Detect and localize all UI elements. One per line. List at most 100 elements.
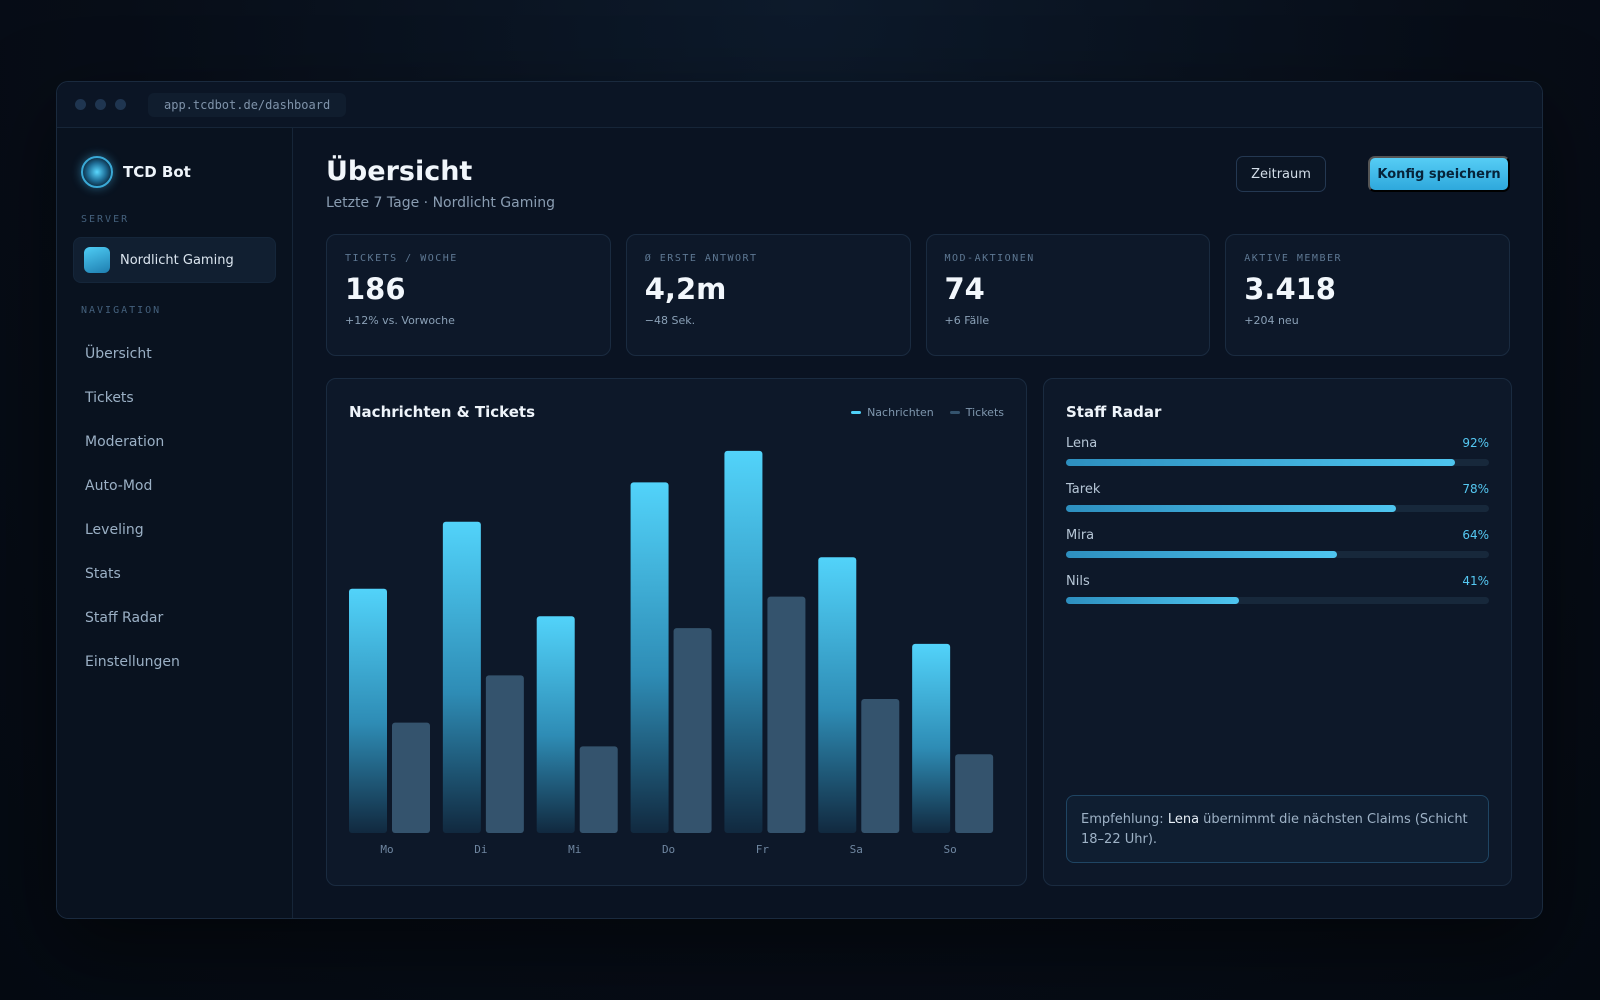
- x-tick-label: Sa: [850, 843, 863, 856]
- kpi-value: 186: [345, 272, 406, 306]
- sidebar-nav: Übersicht Tickets Moderation Auto-Mod Le…: [57, 332, 292, 684]
- browser-titlebar: app.tcdbot.de/dashboard: [57, 82, 1542, 128]
- sidebar-item-einstellungen[interactable]: Einstellungen: [85, 654, 180, 670]
- kpi-row: TICKETS / WOCHE 186 +12% vs. Vorwoche Ø …: [326, 234, 1510, 356]
- kpi-card-active-members: AKTIVE MEMBER 3.418 +204 neu: [1225, 234, 1510, 356]
- kpi-card-first-response: Ø ERSTE ANTWORT 4,2m −48 Sek.: [625, 234, 911, 356]
- bar-tickets-sa[interactable]: [861, 699, 900, 833]
- bar-nachrichten-do[interactable]: [630, 482, 669, 833]
- kpi-card-tickets: TICKETS / WOCHE 186 +12% vs. Vorwoche: [326, 234, 611, 356]
- staff-name: Lena: [1066, 436, 1098, 451]
- bar-tickets-di[interactable]: [485, 675, 524, 833]
- staff-progress-fill: [1066, 551, 1337, 558]
- window-close-dot[interactable]: [75, 99, 86, 110]
- legend-swatch-icon: [851, 411, 862, 414]
- navigation-section-label: NAVIGATION: [81, 305, 162, 316]
- staff-progress-fill: [1066, 459, 1456, 466]
- legend-item-tickets[interactable]: Tickets: [949, 406, 1004, 419]
- kpi-delta: +6 Fälle: [944, 314, 990, 327]
- bar-tickets-do[interactable]: [673, 628, 712, 833]
- sidebar-item-auto-mod[interactable]: Auto-Mod: [85, 478, 153, 494]
- kpi-card-mod-actions: MOD-AKTIONEN 74 +6 Fälle: [925, 234, 1211, 356]
- staff-percent: 92%: [1462, 436, 1489, 450]
- page-subtitle: Letzte 7 Tage · Nordlicht Gaming: [326, 195, 556, 211]
- sidebar-item-tickets[interactable]: Tickets: [85, 390, 134, 406]
- page-title: Übersicht: [326, 156, 473, 187]
- staff-list: Lena 92% Tarek 78% Mira 64% Nils 41%: [1066, 436, 1489, 620]
- bar-nachrichten-fr[interactable]: [724, 450, 763, 833]
- staff-row[interactable]: Mira 64%: [1066, 528, 1489, 574]
- legend-swatch-icon: [949, 411, 960, 414]
- staff-row[interactable]: Lena 92%: [1066, 436, 1489, 482]
- zeitraum-button[interactable]: Zeitraum: [1236, 156, 1326, 192]
- kpi-delta: −48 Sek.: [644, 314, 696, 327]
- x-tick-label: So: [944, 843, 957, 856]
- recommendation-name: Lena: [1167, 812, 1200, 827]
- save-config-button[interactable]: Konfig speichern: [1368, 156, 1510, 192]
- legend-item-nachrichten[interactable]: Nachrichten: [851, 406, 934, 419]
- staff-progress-track: [1066, 459, 1489, 466]
- bar-tickets-mo[interactable]: [392, 722, 430, 833]
- app-window: app.tcdbot.de/dashboard TCD Bot SERVER N…: [56, 81, 1543, 919]
- staff-percent: 64%: [1462, 528, 1489, 542]
- legend-label: Tickets: [965, 406, 1004, 419]
- main-content: Übersicht Letzte 7 Tage · Nordlicht Gami…: [294, 128, 1542, 918]
- staff-row[interactable]: Tarek 78%: [1066, 482, 1489, 528]
- sidebar: TCD Bot SERVER Nordlicht Gaming NAVIGATI…: [57, 128, 293, 918]
- kpi-value: 74: [944, 272, 985, 306]
- chart-legend: Nachrichten Tickets: [851, 406, 1004, 419]
- staff-name: Tarek: [1066, 482, 1101, 497]
- staff-progress-fill: [1066, 505, 1396, 512]
- bar-nachrichten-di[interactable]: [442, 521, 481, 833]
- staff-progress-fill: [1066, 597, 1240, 604]
- kpi-delta: +12% vs. Vorwoche: [345, 314, 455, 327]
- window-minimize-dot[interactable]: [95, 99, 106, 110]
- bar-tickets-so[interactable]: [955, 754, 994, 833]
- staff-progress-track: [1066, 597, 1489, 604]
- bar-nachrichten-so[interactable]: [912, 643, 951, 833]
- staff-name: Nils: [1066, 574, 1090, 589]
- sidebar-item-moderation[interactable]: Moderation: [85, 434, 165, 450]
- x-tick-label: Do: [662, 843, 675, 856]
- bar-tickets-mi[interactable]: [579, 746, 618, 833]
- brand[interactable]: TCD Bot: [57, 128, 292, 194]
- kpi-value: 4,2m: [644, 272, 727, 306]
- staff-radar-title: Staff Radar: [1066, 403, 1162, 421]
- x-tick-label: Di: [474, 843, 487, 856]
- chart-panel: Mo Di Mi Do Fr Sa So Nachrichten & Tickets Nac…: [326, 378, 1027, 886]
- kpi-label: AKTIVE MEMBER: [1244, 253, 1343, 264]
- server-name: Nordlicht Gaming: [120, 252, 234, 268]
- bar-tickets-fr[interactable]: [767, 596, 806, 833]
- address-bar[interactable]: app.tcdbot.de/dashboard: [148, 92, 347, 117]
- x-tick-label: Fr: [756, 843, 770, 856]
- kpi-label: MOD-AKTIONEN: [944, 253, 1035, 264]
- recommendation-text: übernimmt die nächsten Claims (Schicht 1…: [1081, 812, 1468, 847]
- chart-title: Nachrichten & Tickets: [349, 403, 536, 421]
- sidebar-item-stats[interactable]: Stats: [85, 566, 121, 582]
- staff-progress-track: [1066, 551, 1489, 558]
- sidebar-item-leveling[interactable]: Leveling: [85, 522, 144, 538]
- kpi-value: 3.418: [1244, 272, 1336, 306]
- recommendation-prefix: Empfehlung:: [1081, 812, 1164, 827]
- brand-name: TCD Bot: [123, 163, 191, 181]
- server-selector[interactable]: Nordlicht Gaming: [73, 237, 276, 283]
- bar-nachrichten-mo[interactable]: [349, 588, 387, 833]
- legend-label: Nachrichten: [867, 406, 934, 419]
- x-tick-label: Mo: [380, 843, 393, 856]
- staff-percent: 78%: [1462, 482, 1489, 496]
- sidebar-item-staff-radar[interactable]: Staff Radar: [85, 610, 164, 626]
- staff-progress-track: [1066, 505, 1489, 512]
- server-section-label: SERVER: [81, 214, 130, 225]
- staff-row[interactable]: Nils 41%: [1066, 574, 1489, 620]
- bar-nachrichten-mi[interactable]: [536, 616, 575, 833]
- window-maximize-dot[interactable]: [115, 99, 126, 110]
- x-tick-label: Mi: [568, 843, 581, 856]
- server-icon: [84, 247, 110, 273]
- bar-chart: Mo Di Mi Do Fr Sa So: [349, 450, 994, 856]
- sidebar-item-uebersicht[interactable]: Übersicht: [85, 346, 152, 362]
- kpi-label: TICKETS / WOCHE: [345, 253, 458, 264]
- bar-nachrichten-sa[interactable]: [818, 557, 857, 833]
- kpi-delta: +204 neu: [1244, 314, 1299, 327]
- staff-name: Mira: [1066, 528, 1095, 543]
- staff-radar-panel: Staff Radar Lena 92% Tarek 78% Mira 64%: [1043, 378, 1512, 886]
